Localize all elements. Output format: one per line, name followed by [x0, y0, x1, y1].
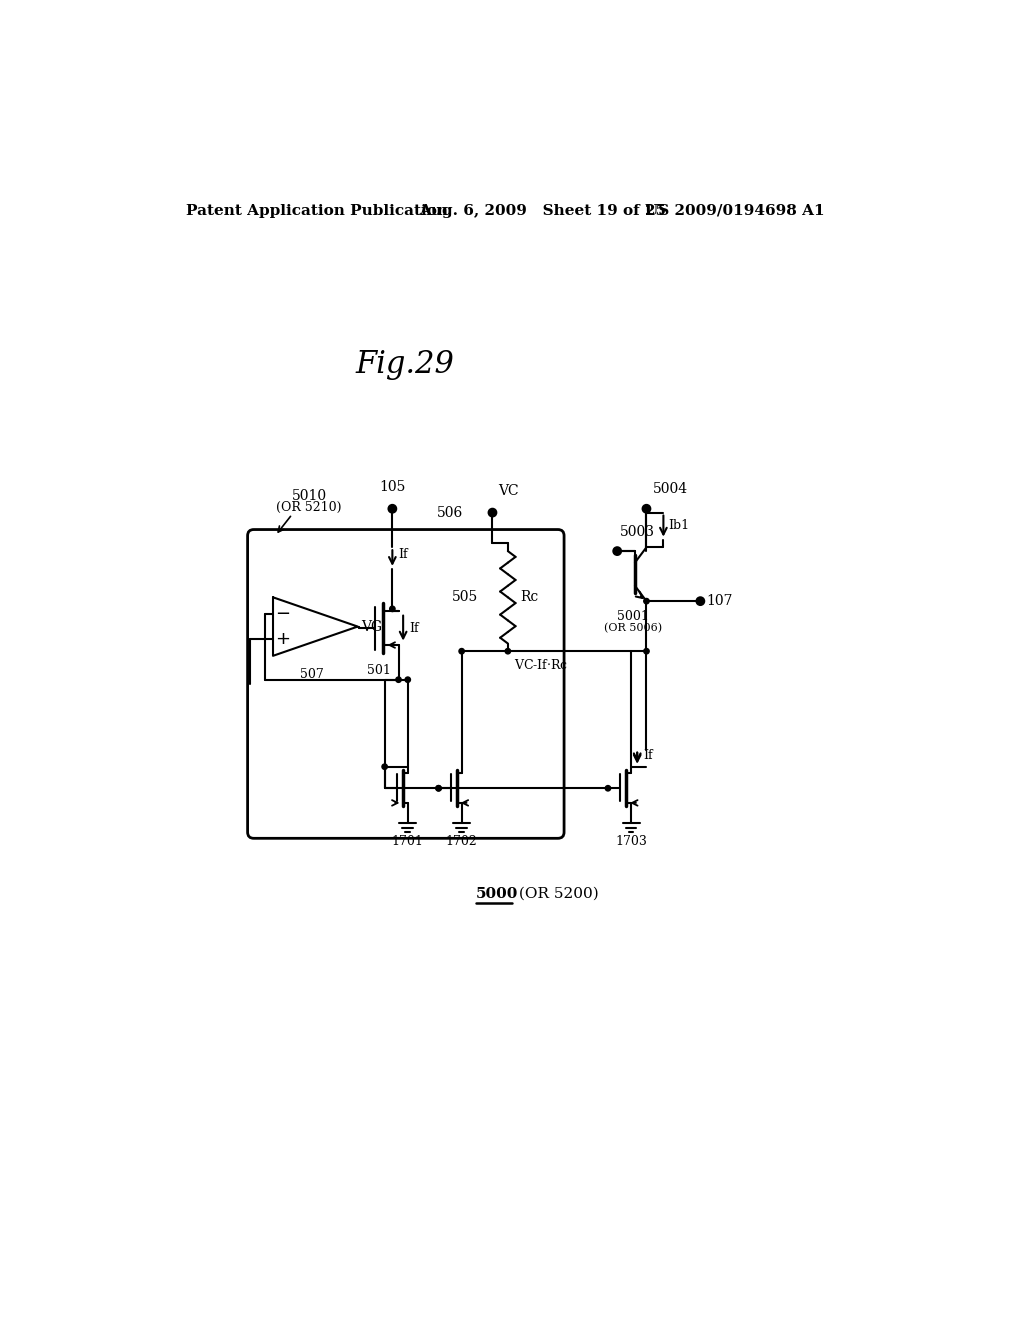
- Text: If: If: [643, 750, 653, 763]
- Text: If: If: [398, 548, 409, 561]
- Text: 5004: 5004: [652, 482, 688, 496]
- Polygon shape: [273, 598, 357, 656]
- Text: VG: VG: [361, 619, 383, 634]
- Text: Aug. 6, 2009   Sheet 19 of 25: Aug. 6, 2009 Sheet 19 of 25: [419, 203, 667, 218]
- Text: (OR 5200): (OR 5200): [514, 887, 599, 900]
- Text: 107: 107: [707, 594, 733, 609]
- Text: 501: 501: [368, 664, 391, 677]
- Text: US 2009/0194698 A1: US 2009/0194698 A1: [645, 203, 824, 218]
- Circle shape: [605, 785, 610, 791]
- Circle shape: [388, 504, 396, 512]
- Text: 506: 506: [437, 506, 463, 520]
- Circle shape: [613, 548, 621, 554]
- Circle shape: [436, 785, 441, 791]
- Circle shape: [406, 677, 411, 682]
- Text: Fig.29: Fig.29: [355, 350, 455, 380]
- Text: (OR 5006): (OR 5006): [604, 623, 663, 634]
- Circle shape: [390, 606, 395, 611]
- Circle shape: [644, 598, 649, 603]
- Text: +: +: [274, 630, 290, 648]
- Circle shape: [696, 597, 705, 605]
- Circle shape: [436, 785, 441, 791]
- Text: 5001: 5001: [617, 610, 649, 623]
- Text: Rc: Rc: [520, 590, 539, 605]
- Text: 507: 507: [300, 668, 324, 681]
- Circle shape: [459, 648, 464, 653]
- Circle shape: [505, 648, 511, 653]
- Text: 105: 105: [379, 480, 406, 494]
- Text: Patent Application Publication: Patent Application Publication: [186, 203, 449, 218]
- Circle shape: [396, 677, 401, 682]
- Text: 5000: 5000: [475, 887, 518, 900]
- Text: Ib1: Ib1: [668, 519, 689, 532]
- Text: 505: 505: [453, 590, 478, 605]
- Text: 1703: 1703: [615, 834, 647, 847]
- Text: 1701: 1701: [392, 834, 424, 847]
- Circle shape: [644, 648, 649, 653]
- Text: 5010: 5010: [292, 488, 327, 503]
- Text: VC: VC: [499, 484, 519, 498]
- Circle shape: [643, 504, 650, 512]
- Text: VC-If$\cdot$Rc: VC-If$\cdot$Rc: [514, 659, 568, 672]
- Text: −: −: [274, 606, 290, 623]
- Text: 1702: 1702: [445, 834, 477, 847]
- Circle shape: [382, 764, 387, 770]
- Text: (OR 5210): (OR 5210): [276, 500, 342, 513]
- Circle shape: [488, 508, 497, 516]
- Text: If: If: [410, 622, 419, 635]
- Text: 5003: 5003: [620, 525, 654, 539]
